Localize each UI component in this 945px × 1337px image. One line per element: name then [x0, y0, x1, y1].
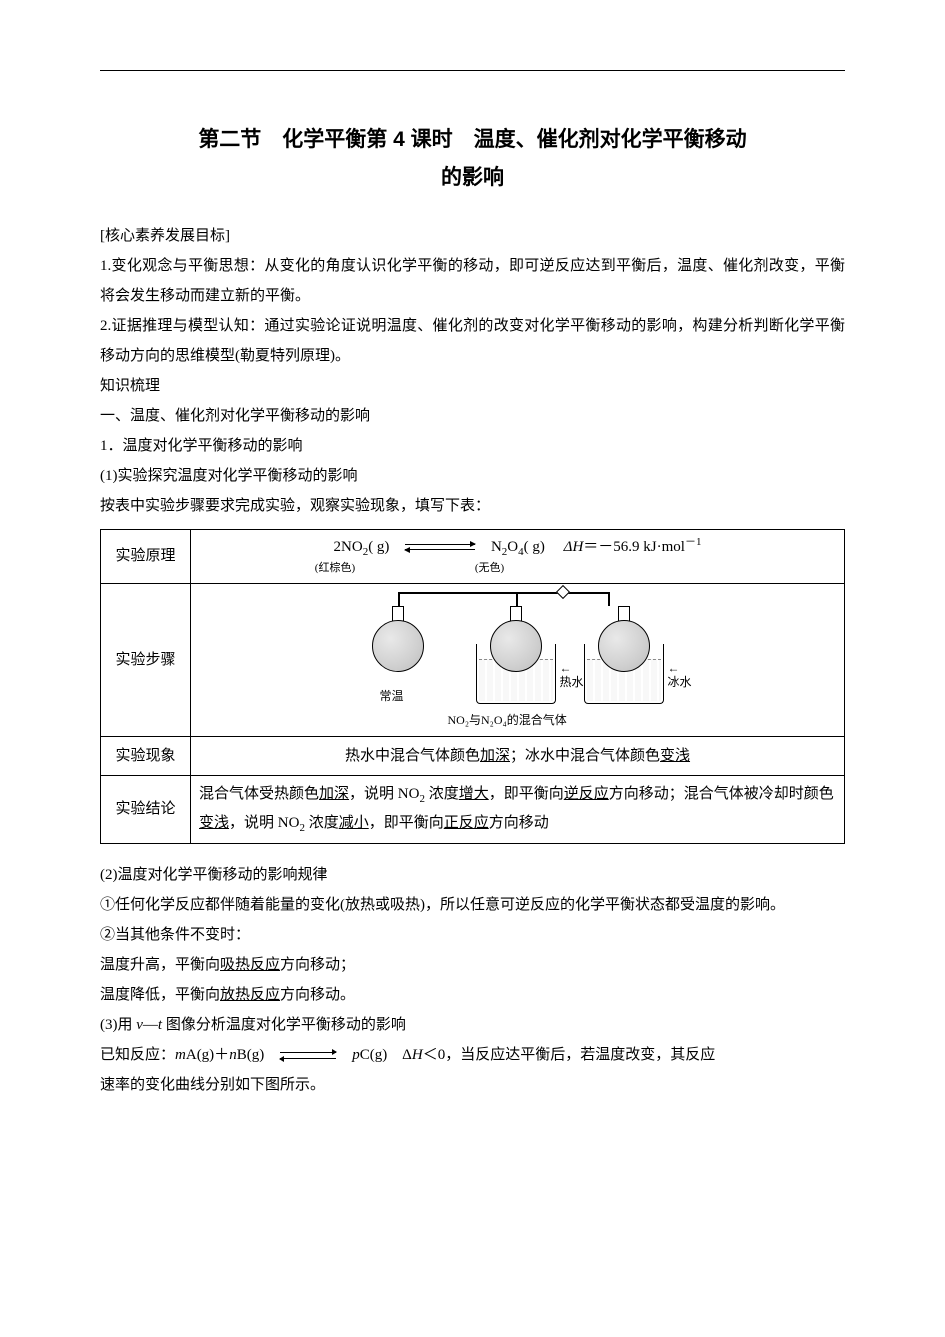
row-content-steps: 常温 ← 热水 ← 冰水 NO₂与N₂O₄的混合气体 — [191, 583, 845, 736]
goal-2: 2.证据推理与模型认知：通过实验论证说明温度、催化剂的改变对化学平衡移动的影响，… — [100, 311, 845, 371]
eq-dH-label: H — [572, 539, 583, 555]
rule-2-head: ②当其他条件不变时： — [100, 920, 845, 950]
eq2-A: A(g)＋ — [186, 1047, 229, 1063]
row-label-conclusion: 实验结论 — [101, 775, 191, 844]
flask-room-temp-icon — [368, 606, 428, 672]
goals-heading: [核心素养发展目标] — [100, 221, 845, 251]
label-ice: 冰水 — [668, 670, 692, 694]
eq2-H: H — [412, 1047, 423, 1063]
eq2-m: m — [175, 1047, 186, 1063]
stopcock-icon — [555, 585, 569, 599]
eq2-n: n — [229, 1047, 237, 1063]
r2l1a: 温度升高，平衡向 — [100, 957, 220, 973]
point-1-3: (3)用 v—t 图像分析温度对化学平衡移动的影响 — [100, 1010, 845, 1040]
eq2-B: B(g) — [237, 1047, 265, 1063]
title-line-2: 的影响 — [441, 166, 504, 189]
phen-u2: 变浅 — [660, 748, 690, 764]
equilibrium-arrow-icon — [280, 1051, 336, 1060]
c1b: ，说明 NO — [349, 786, 419, 802]
eq2-p: p — [352, 1047, 360, 1063]
rule-1: ①任何化学反应都伴随着能量的变化(放热或吸热)，所以任意可逆反应的化学平衡状态都… — [100, 890, 845, 920]
goal-1: 1.变化观念与平衡思想：从变化的角度认识化学平衡的移动，即可逆反应达到平衡后，温… — [100, 251, 845, 311]
table-row-phenomenon: 实验现象 热水中混合气体颜色加深；冰水中混合气体颜色变浅 — [101, 736, 845, 775]
table-row-conclusion: 实验结论 混合气体受热颜色加深，说明 NO2 浓度增大，即平衡向逆反应方向移动；… — [101, 775, 845, 844]
c2u3: 正反应 — [444, 815, 489, 831]
eq2-prefix: 已知反应： — [100, 1047, 175, 1063]
point-1-1: (1)实验探究温度对化学平衡移动的影响 — [100, 461, 845, 491]
equation-2-tail: 速率的变化曲线分别如下图所示。 — [100, 1070, 845, 1100]
eq-right-n: N — [491, 539, 502, 555]
c2c: 浓度 — [305, 815, 339, 831]
c1u3: 逆反应 — [564, 786, 609, 802]
tube-icon — [398, 592, 608, 594]
equation-2: 已知反应：mA(g)＋nB(g) pC(g) ΔH＜0，当反应达平衡后，若温度改变… — [100, 1040, 845, 1070]
row-label-steps: 实验步骤 — [101, 583, 191, 736]
phen-b: ；冰水中混合气体颜色 — [510, 748, 660, 764]
annot-left: (红棕色) — [315, 560, 355, 577]
phen-a: 热水中混合气体颜色 — [345, 748, 480, 764]
table-row-steps: 实验步骤 常温 ← 热水 — [101, 583, 845, 736]
diagram-caption: NO₂与N₂O₄的混合气体 — [448, 708, 567, 732]
c1a: 混合气体受热颜色 — [199, 786, 319, 802]
r2l2b: 方向移动。 — [280, 987, 355, 1003]
r2l2a: 温度降低，平衡向 — [100, 987, 220, 1003]
tube-icon — [398, 592, 400, 606]
row-label-principle: 实验原理 — [101, 529, 191, 583]
eq-right-o: O — [507, 539, 518, 555]
section-1-heading: 一、温度、催化剂对化学平衡移动的影响 — [100, 401, 845, 431]
c1e: 方向移动；混 — [609, 786, 699, 802]
annot-right: (无色) — [475, 560, 504, 577]
row-content-principle: 2NO2( g) N2O4( g) ΔH＝－56.9 kJ·mol－1 (红棕色… — [191, 529, 845, 583]
flask-hot-icon — [486, 606, 546, 672]
c2b: ，说明 NO — [229, 815, 299, 831]
rule-2-line-2: 温度降低，平衡向放热反应方向移动。 — [100, 980, 845, 1010]
c2u1: 变浅 — [199, 815, 229, 831]
rule-2-line-1: 温度升高，平衡向吸热反应方向移动； — [100, 950, 845, 980]
knowledge-heading: 知识梳理 — [100, 371, 845, 401]
point-1-heading: 1．温度对化学平衡移动的影响 — [100, 431, 845, 461]
point-1-2: (2)温度对化学平衡移动的影响规律 — [100, 860, 845, 890]
title-line-1: 第二节 化学平衡第 4 课时 温度、催化剂对化学平衡移动 — [198, 128, 746, 151]
r2l1b: 方向移动； — [280, 957, 355, 973]
eq-dH-eq: ＝ — [583, 539, 598, 555]
c2a: 合气体被冷却时颜色 — [699, 786, 834, 802]
c1d: ，即平衡向 — [489, 786, 564, 802]
eq-left: 2NO — [334, 539, 363, 555]
experiment-table: 实验原理 2NO2( g) N2O4( g) ΔH＝－56.9 kJ·mol－1… — [100, 529, 845, 845]
c2u2: 减小 — [339, 815, 369, 831]
row-content-phenomenon: 热水中混合气体颜色加深；冰水中混合气体颜色变浅 — [191, 736, 845, 775]
point-1-1-desc: 按表中实验步骤要求完成实验，观察实验现象，填写下表： — [100, 491, 845, 521]
label-hot: 热水 — [560, 670, 584, 694]
eq-right-state: ( g) — [524, 539, 545, 555]
tube-icon — [608, 592, 610, 606]
r2l1u: 吸热反应 — [220, 957, 280, 973]
c2e: 方向移动 — [489, 815, 549, 831]
c1c: 浓度 — [425, 786, 459, 802]
c1u2: 增大 — [459, 786, 489, 802]
eq-dH-val: －56.9 kJ·mol — [598, 539, 685, 555]
top-rule — [100, 70, 845, 71]
apparatus-diagram: 常温 ← 热水 ← 冰水 NO₂与N₂O₄的混合气体 — [328, 592, 708, 732]
eq2-lt0: ＜0，当反应达平衡后，若温度改变，其反应 — [423, 1047, 716, 1063]
flask-ice-icon — [594, 606, 654, 672]
label-room-temp: 常温 — [380, 684, 404, 708]
document-title: 第二节 化学平衡第 4 课时 温度、催化剂对化学平衡移动 的影响 — [100, 121, 845, 197]
r2l2u: 放热反应 — [220, 987, 280, 1003]
table-row-principle: 实验原理 2NO2( g) N2O4( g) ΔH＝－56.9 kJ·mol－1… — [101, 529, 845, 583]
row-label-phenomenon: 实验现象 — [101, 736, 191, 775]
eq-left-state: ( g) — [368, 539, 389, 555]
equilibrium-arrow-icon — [405, 542, 475, 552]
eq2-C: C(g) Δ — [360, 1047, 412, 1063]
tube-icon — [516, 592, 518, 606]
row-content-conclusion: 混合气体受热颜色加深，说明 NO2 浓度增大，即平衡向逆反应方向移动；混合气体被… — [191, 775, 845, 844]
c2d: ，即平衡向 — [369, 815, 444, 831]
eq-dH-exp: －1 — [685, 536, 702, 548]
phen-u1: 加深 — [480, 748, 510, 764]
c1u1: 加深 — [319, 786, 349, 802]
